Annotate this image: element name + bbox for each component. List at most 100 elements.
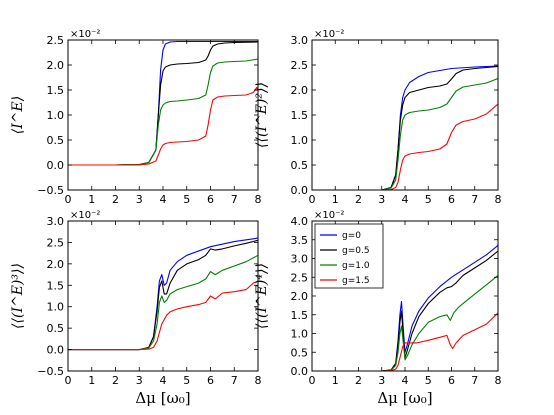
x-tick-label: 4 <box>402 374 409 387</box>
y-tick-label: 1.0 <box>291 328 309 341</box>
panel-top-left: 0 1 2 3 4 5 6 7 8 −0.5 0.0 0.5 1.0 1.5 2.0 2.5 ×10⁻² ⟨I^E… <box>10 29 262 206</box>
series-line-g1_5 <box>312 312 498 371</box>
axis-multiplier: ×10⁻² <box>70 210 100 221</box>
x-tick-label: 1 <box>332 374 339 387</box>
y-tick-label: 0.0 <box>291 184 309 197</box>
y-tick-label: −0.5 <box>37 184 64 197</box>
plot-frame <box>67 220 259 372</box>
x-tick-label: 0 <box>309 193 316 206</box>
x-tick-label: 0 <box>65 193 72 206</box>
y-tick-label: 1.0 <box>291 134 309 147</box>
y-tick-label: 1.0 <box>47 109 65 122</box>
y-tick-label: 0.0 <box>291 365 309 378</box>
y-tick-label: 2.5 <box>47 34 65 47</box>
y-tick-label: 2.0 <box>47 59 65 72</box>
y-axis-label: ⟨⟨(I^E)³⟩⟩ <box>10 263 26 329</box>
y-tick-label: 0.5 <box>291 346 309 359</box>
x-tick-label: 2 <box>355 374 362 387</box>
y-tick-label: 1.0 <box>47 301 65 314</box>
x-tick-label: 4 <box>160 193 167 206</box>
series-line-g0_5 <box>68 239 258 351</box>
x-axis-label: Δμ [ω₀] <box>377 389 432 407</box>
x-tick-label: 8 <box>255 374 262 387</box>
y-tick-label: 0.5 <box>47 134 65 147</box>
y-tick-label: 4.0 <box>291 215 309 228</box>
y-tick-label: −0.5 <box>37 365 64 378</box>
legend-entry-label: g=0.5 <box>342 246 370 256</box>
axis-multiplier: ×10⁻² <box>314 210 344 221</box>
x-tick-label: 6 <box>448 193 455 206</box>
y-tick-label: 0.0 <box>47 159 65 172</box>
series-line-g0_5 <box>312 65 498 190</box>
x-tick-label: 1 <box>88 374 95 387</box>
y-tick-label: 1.5 <box>291 109 309 122</box>
plot-frame <box>67 39 259 191</box>
x-tick-label: 5 <box>183 374 190 387</box>
y-axis-label: ⟨⟨(I^E)²⟩⟩ <box>254 82 270 148</box>
x-tick-label: 8 <box>495 193 502 206</box>
x-tick-label: 8 <box>495 374 502 387</box>
x-tick-label: 6 <box>207 374 214 387</box>
x-tick-label: 4 <box>402 193 409 206</box>
x-tick-label: 3 <box>378 374 385 387</box>
panel-top-right: 0 1 2 3 4 5 6 7 8 0.0 0.5 1.0 1.5 2.0 2.5 3.0 ×10⁻² ⟨⟨(I^… <box>254 29 502 206</box>
y-tick-label: 1.5 <box>291 309 309 322</box>
x-tick-label: 4 <box>160 374 167 387</box>
axis-multiplier: ×10⁻² <box>70 29 100 40</box>
y-tick-label: 1.5 <box>47 84 65 97</box>
y-tick-label: 2.5 <box>291 59 309 72</box>
y-tick-label: 3.0 <box>291 34 309 47</box>
x-tick-label: 0 <box>309 374 316 387</box>
legend: g=0 g=0.5 g=1.0 g=1.5 <box>314 223 384 289</box>
x-tick-label: 3 <box>378 193 385 206</box>
series-line-g1_5 <box>68 280 258 351</box>
x-tick-label: 7 <box>471 193 478 206</box>
x-tick-label: 7 <box>231 374 238 387</box>
axis-multiplier: ×10⁻² <box>314 29 344 40</box>
y-tick-label: 2.5 <box>47 236 65 249</box>
series-line-g0 <box>68 40 258 166</box>
x-tick-label: 0 <box>65 374 72 387</box>
x-tick-label: 2 <box>112 193 119 206</box>
x-tick-label: 7 <box>471 374 478 387</box>
series-line-g0_5 <box>68 41 258 166</box>
x-tick-label: 5 <box>425 193 432 206</box>
x-tick-label: 8 <box>255 193 262 206</box>
x-tick-label: 2 <box>355 193 362 206</box>
x-tick-label: 6 <box>207 193 214 206</box>
x-tick-label: 1 <box>332 193 339 206</box>
y-tick-label: 2.0 <box>47 258 65 271</box>
y-tick-label: 0.0 <box>47 344 65 357</box>
series-line-g1_5 <box>68 86 258 166</box>
x-tick-label: 1 <box>88 193 95 206</box>
series-line-g1_0 <box>68 254 258 351</box>
y-tick-label: 3.5 <box>291 234 309 247</box>
y-tick-label: 3.0 <box>47 215 65 228</box>
y-tick-label: 0.5 <box>47 322 65 335</box>
legend-entry-label: g=1.0 <box>342 261 370 271</box>
series-line-g0 <box>312 65 498 190</box>
panel-bottom-left: 0 1 2 3 4 5 6 7 8 −0.5 0.0 0.5 1.0 1.5 2.0 2.5 3.0 ×10⁻² ⟨… <box>10 210 262 407</box>
x-tick-label: 5 <box>425 374 432 387</box>
x-tick-label: 6 <box>448 374 455 387</box>
panel-bottom-right: 0 1 2 3 4 5 6 7 8 0.0 0.5 1.0 1.5 2.0 2.5 3.0 3.5 4.0 ×10⁻… <box>254 210 502 407</box>
x-tick-label: 3 <box>136 374 143 387</box>
series-line-g1_0 <box>312 77 498 190</box>
y-axis-label: ⟨I^E⟩ <box>10 96 26 134</box>
y-tick-label: 3.0 <box>291 253 309 266</box>
x-tick-label: 5 <box>183 193 190 206</box>
y-axis-label: ⟨⟨(I^E)⁴⟩⟩ <box>254 263 270 329</box>
series-line-g0 <box>68 237 258 351</box>
y-tick-label: 0.5 <box>291 159 309 172</box>
legend-entry-label: g=1.5 <box>342 276 370 286</box>
x-tick-label: 3 <box>136 193 143 206</box>
legend-entry-label: g=0 <box>342 231 361 241</box>
series-line-g1_0 <box>68 58 258 166</box>
x-tick-label: 7 <box>231 193 238 206</box>
y-tick-label: 2.5 <box>291 271 309 284</box>
series-line-g1_0 <box>312 274 498 371</box>
y-tick-label: 2.0 <box>291 290 309 303</box>
y-tick-label: 2.0 <box>291 84 309 97</box>
x-tick-label: 2 <box>112 374 119 387</box>
